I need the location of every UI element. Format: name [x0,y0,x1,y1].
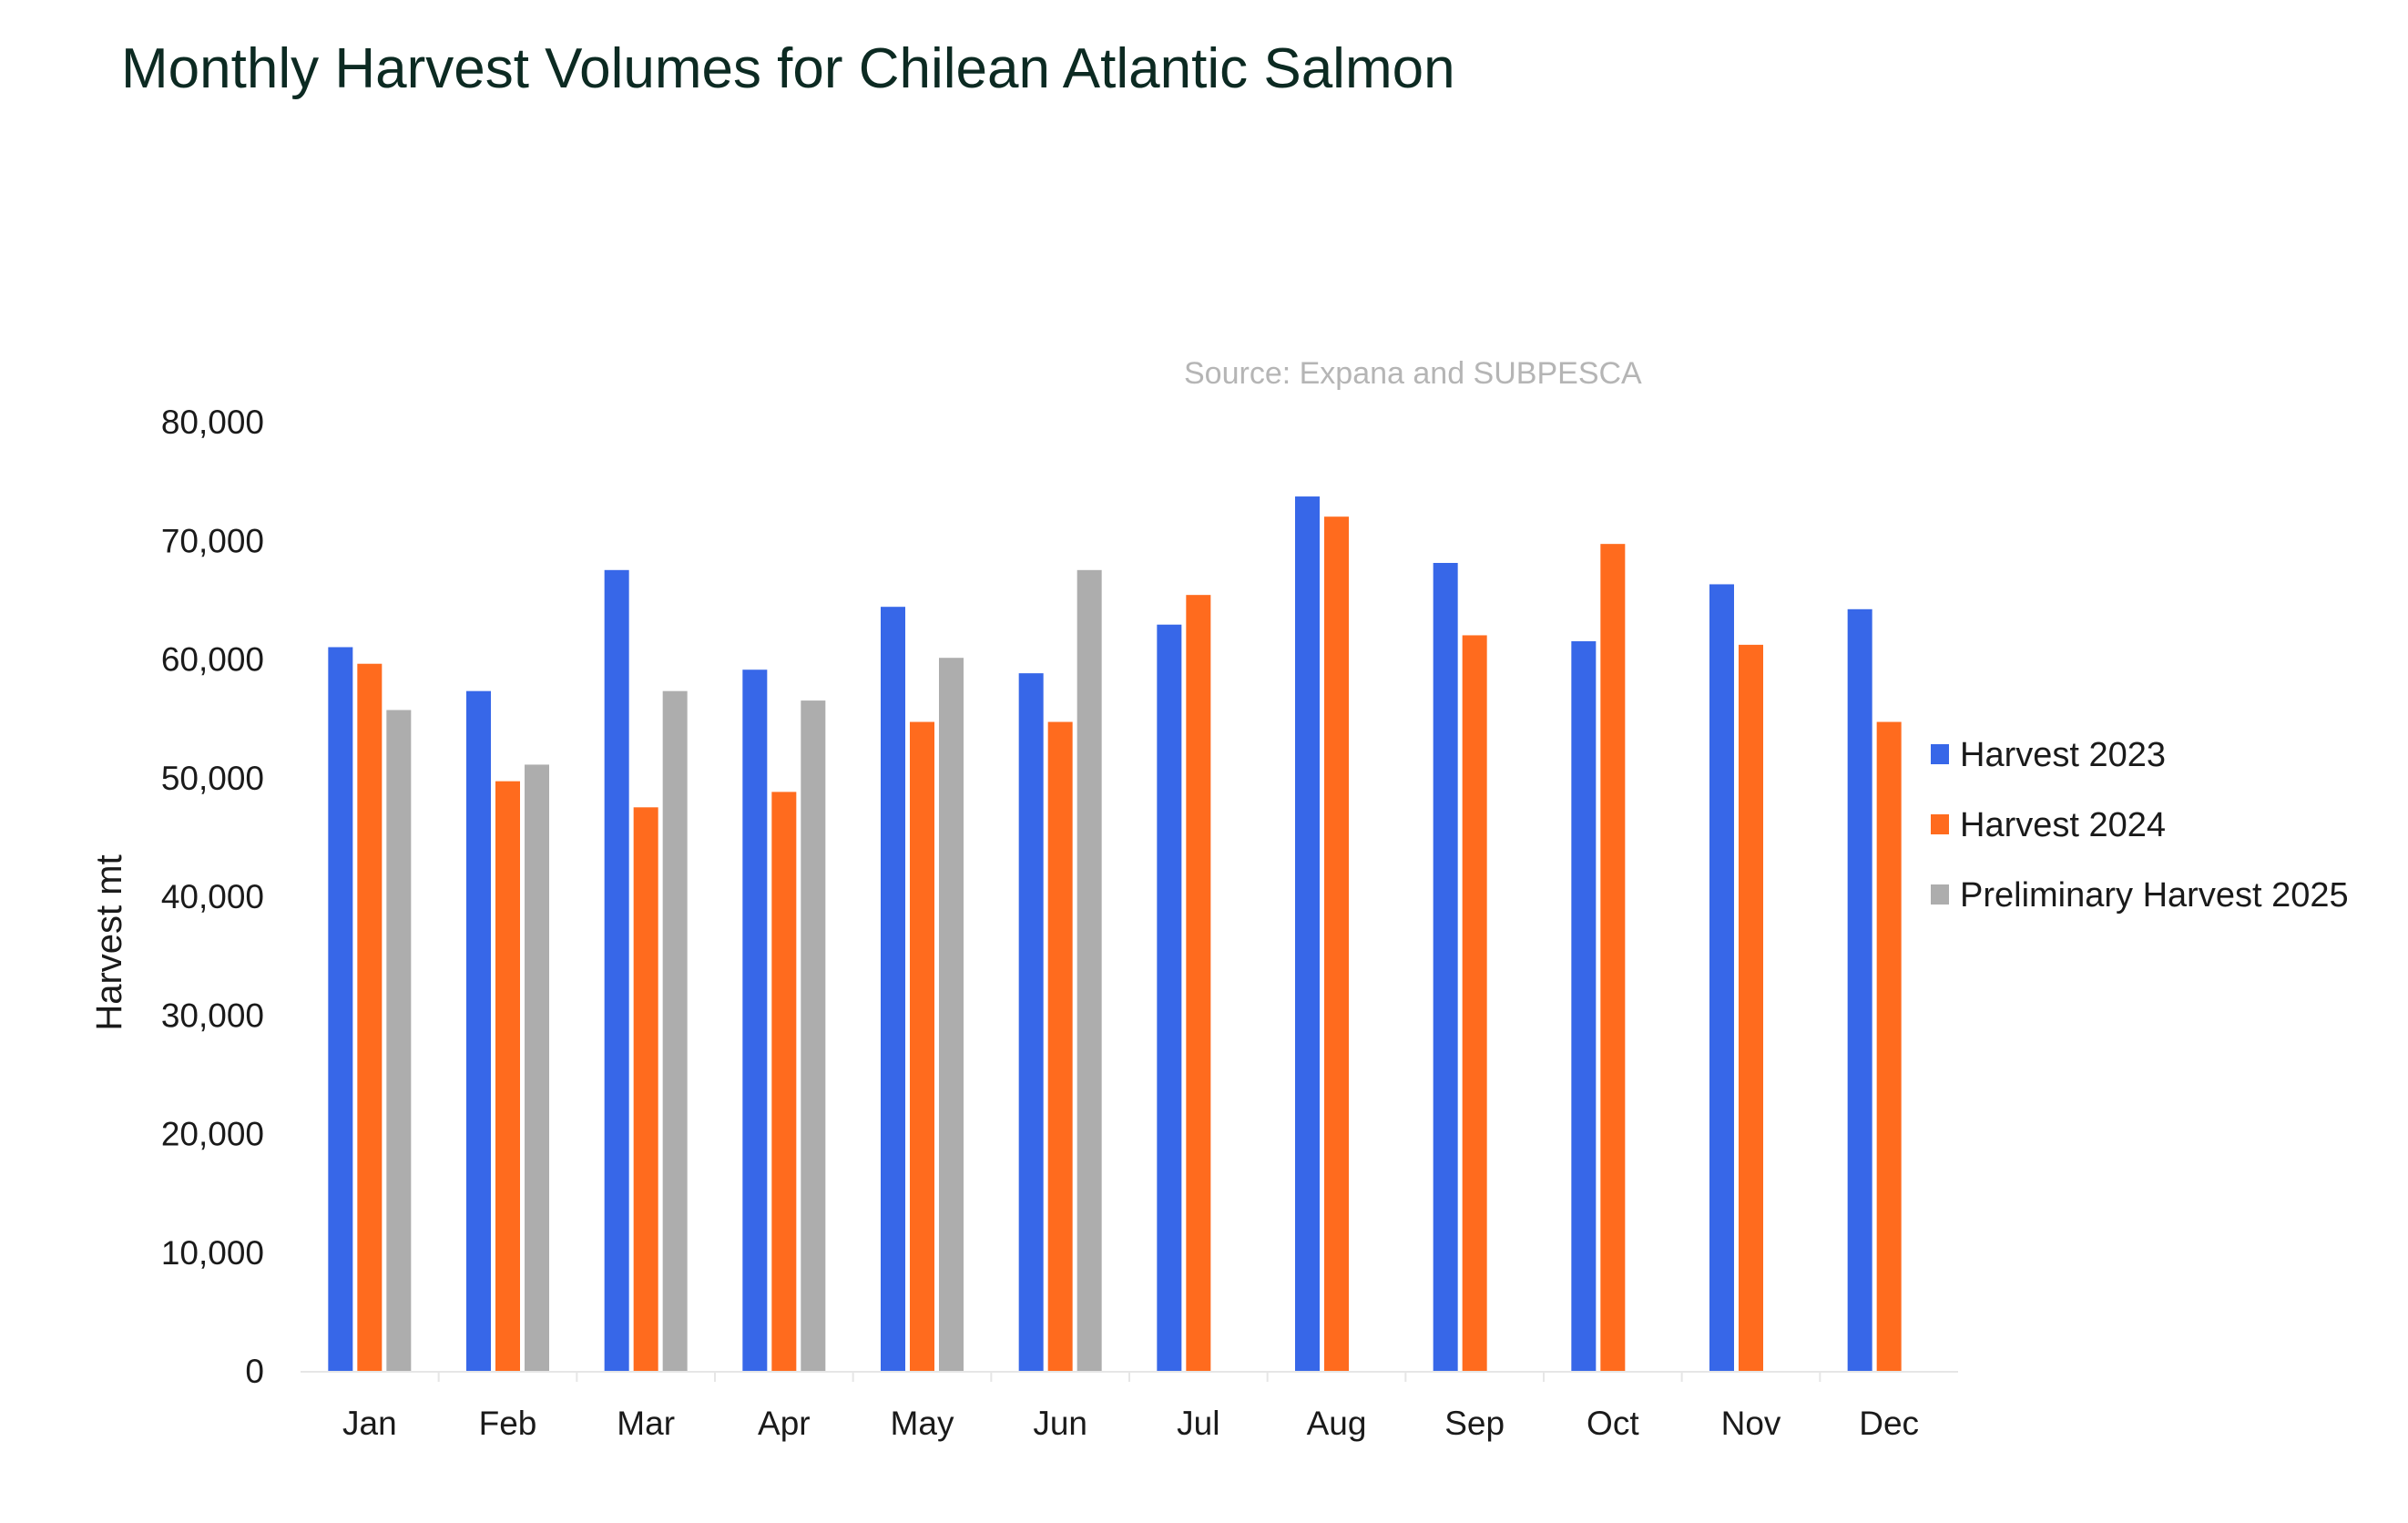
bar [1600,544,1626,1371]
bar [1047,721,1073,1371]
bar [1571,640,1597,1371]
bar [662,690,688,1371]
bar [357,663,383,1371]
bar [1324,516,1349,1371]
bar [1876,721,1902,1371]
legend-swatch [1931,884,1949,905]
y-tick-label: 20,000 [161,1116,264,1153]
y-tick-label: 80,000 [161,404,264,441]
bar [1076,569,1102,1371]
y-axis: 0 10,000 20,000 30,000 40,000 50,000 60,000 70,… [161,404,264,1390]
bar [939,658,964,1371]
y-tick-label: 0 [245,1353,264,1390]
y-tick-label: 10,000 [161,1234,264,1272]
bar [466,690,491,1371]
x-tick-label: Jun [1033,1405,1087,1442]
bar [525,764,549,1371]
bar [910,721,934,1371]
bar [771,792,797,1371]
legend-label: Preliminary Harvest 2025 [1960,876,2349,915]
bar [1462,635,1487,1371]
bar [881,607,905,1371]
bar [1847,608,1872,1371]
y-tick-label: 30,000 [161,997,264,1034]
x-tick-label: Mar [617,1405,675,1442]
x-tick-label: Feb [479,1405,537,1442]
x-tick-label: Apr [758,1405,811,1442]
legend-swatch [1931,744,1949,764]
bar [1157,624,1182,1371]
x-tick-label: May [891,1405,954,1442]
y-tick-label: 50,000 [161,760,264,797]
bars-group [328,496,1902,1371]
bar [1018,673,1044,1371]
y-axis-title: Harvest mt [89,854,129,1030]
y-tick-label: 60,000 [161,641,264,679]
x-tick-label: Jul [1177,1405,1219,1442]
chart-title: Monthly Harvest Volumes for Chilean Atla… [121,37,1455,100]
x-tick-label: Aug [1307,1405,1367,1442]
legend-label: Harvest 2024 [1960,806,2166,844]
bar [633,807,658,1371]
x-tick-label: Jan [342,1405,397,1442]
x-tick-label: Nov [1721,1405,1781,1442]
legend: Harvest 2023 Harvest 2024 Preliminary Harv… [1931,736,2349,915]
x-axis: Jan Feb Mar Apr May Jun Jul Aug Sep Oct Nov Dec [342,1372,1919,1442]
bar [495,781,520,1371]
legend-swatch [1931,814,1949,834]
y-tick-label: 40,000 [161,878,264,915]
bar [1186,595,1211,1371]
y-tick-label: 70,000 [161,522,264,559]
legend-label: Harvest 2023 [1960,736,2166,774]
bar [1295,496,1320,1371]
bar [328,647,353,1371]
x-tick-label: Dec [1859,1405,1919,1442]
bar [742,670,768,1371]
x-tick-label: Sep [1444,1405,1505,1442]
bar [604,569,629,1371]
bar [801,700,826,1371]
bar [1709,584,1734,1371]
source-annotation: Source: Expana and SUBPESCA [1184,356,1642,391]
bar [1433,562,1458,1371]
bar [386,710,412,1371]
bar [1739,644,1763,1371]
x-tick-label: Oct [1587,1405,1639,1442]
